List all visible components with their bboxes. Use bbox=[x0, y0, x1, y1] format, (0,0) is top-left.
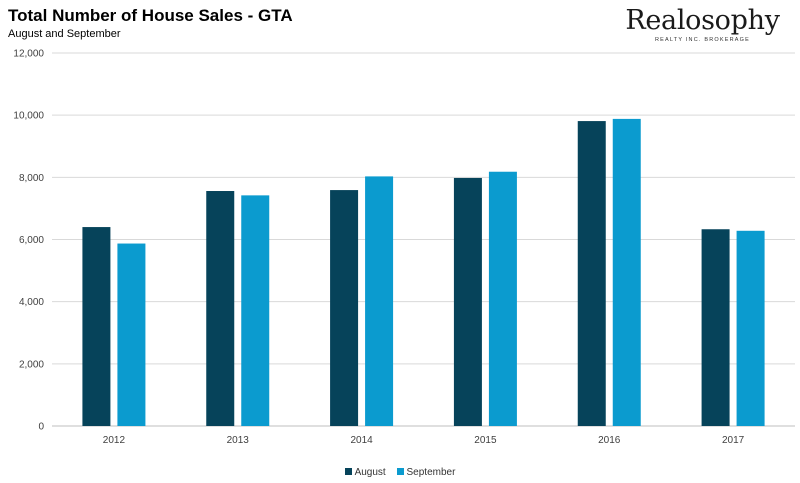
bar-september-2016 bbox=[612, 118, 641, 426]
legend-label-august: August bbox=[354, 467, 386, 478]
bar-september-2013 bbox=[241, 195, 270, 426]
chart-title: Total Number of House Sales - GTA bbox=[8, 6, 293, 25]
y-tick-label: 4,000 bbox=[19, 297, 44, 308]
bar-september-2014 bbox=[365, 176, 394, 426]
legend-swatch-august bbox=[344, 468, 352, 475]
realosophy-logo: Realosophy REALTY INC. BROKERAGE bbox=[610, 5, 795, 44]
chart-legend: August September bbox=[0, 467, 800, 478]
bar-september-2015 bbox=[488, 171, 517, 426]
bar-august-2012 bbox=[82, 227, 111, 426]
bar-september-2012 bbox=[117, 243, 146, 426]
x-tick-label: 2013 bbox=[227, 435, 250, 446]
x-tick-label: 2014 bbox=[350, 435, 373, 446]
x-tick-label: 2012 bbox=[103, 435, 126, 446]
y-tick-label: 0 bbox=[38, 422, 44, 433]
y-tick-label: 2,000 bbox=[19, 359, 44, 370]
logo-wordmark: Realosophy bbox=[625, 5, 780, 36]
x-tick-label: 2015 bbox=[474, 435, 497, 446]
legend-item-september: September bbox=[396, 467, 456, 478]
y-tick-label: 10,000 bbox=[13, 111, 44, 122]
bar-august-2016 bbox=[577, 121, 606, 426]
bar-september-2017 bbox=[736, 230, 765, 426]
logo-tagline: REALTY INC. BROKERAGE bbox=[655, 37, 750, 43]
chart-subtitle: August and September bbox=[8, 28, 121, 40]
bar-august-2015 bbox=[453, 177, 482, 426]
y-tick-label: 6,000 bbox=[19, 235, 44, 246]
bar-august-2014 bbox=[330, 190, 359, 426]
x-tick-label: 2017 bbox=[722, 435, 745, 446]
legend-label-september: September bbox=[406, 467, 456, 478]
bar-august-2013 bbox=[206, 191, 235, 426]
legend-item-august: August bbox=[344, 467, 386, 478]
x-tick-label: 2016 bbox=[598, 435, 621, 446]
y-tick-label: 8,000 bbox=[19, 173, 44, 184]
legend-swatch-september bbox=[396, 468, 404, 475]
y-tick-label: 12,000 bbox=[13, 49, 44, 60]
bar-august-2017 bbox=[701, 229, 730, 426]
